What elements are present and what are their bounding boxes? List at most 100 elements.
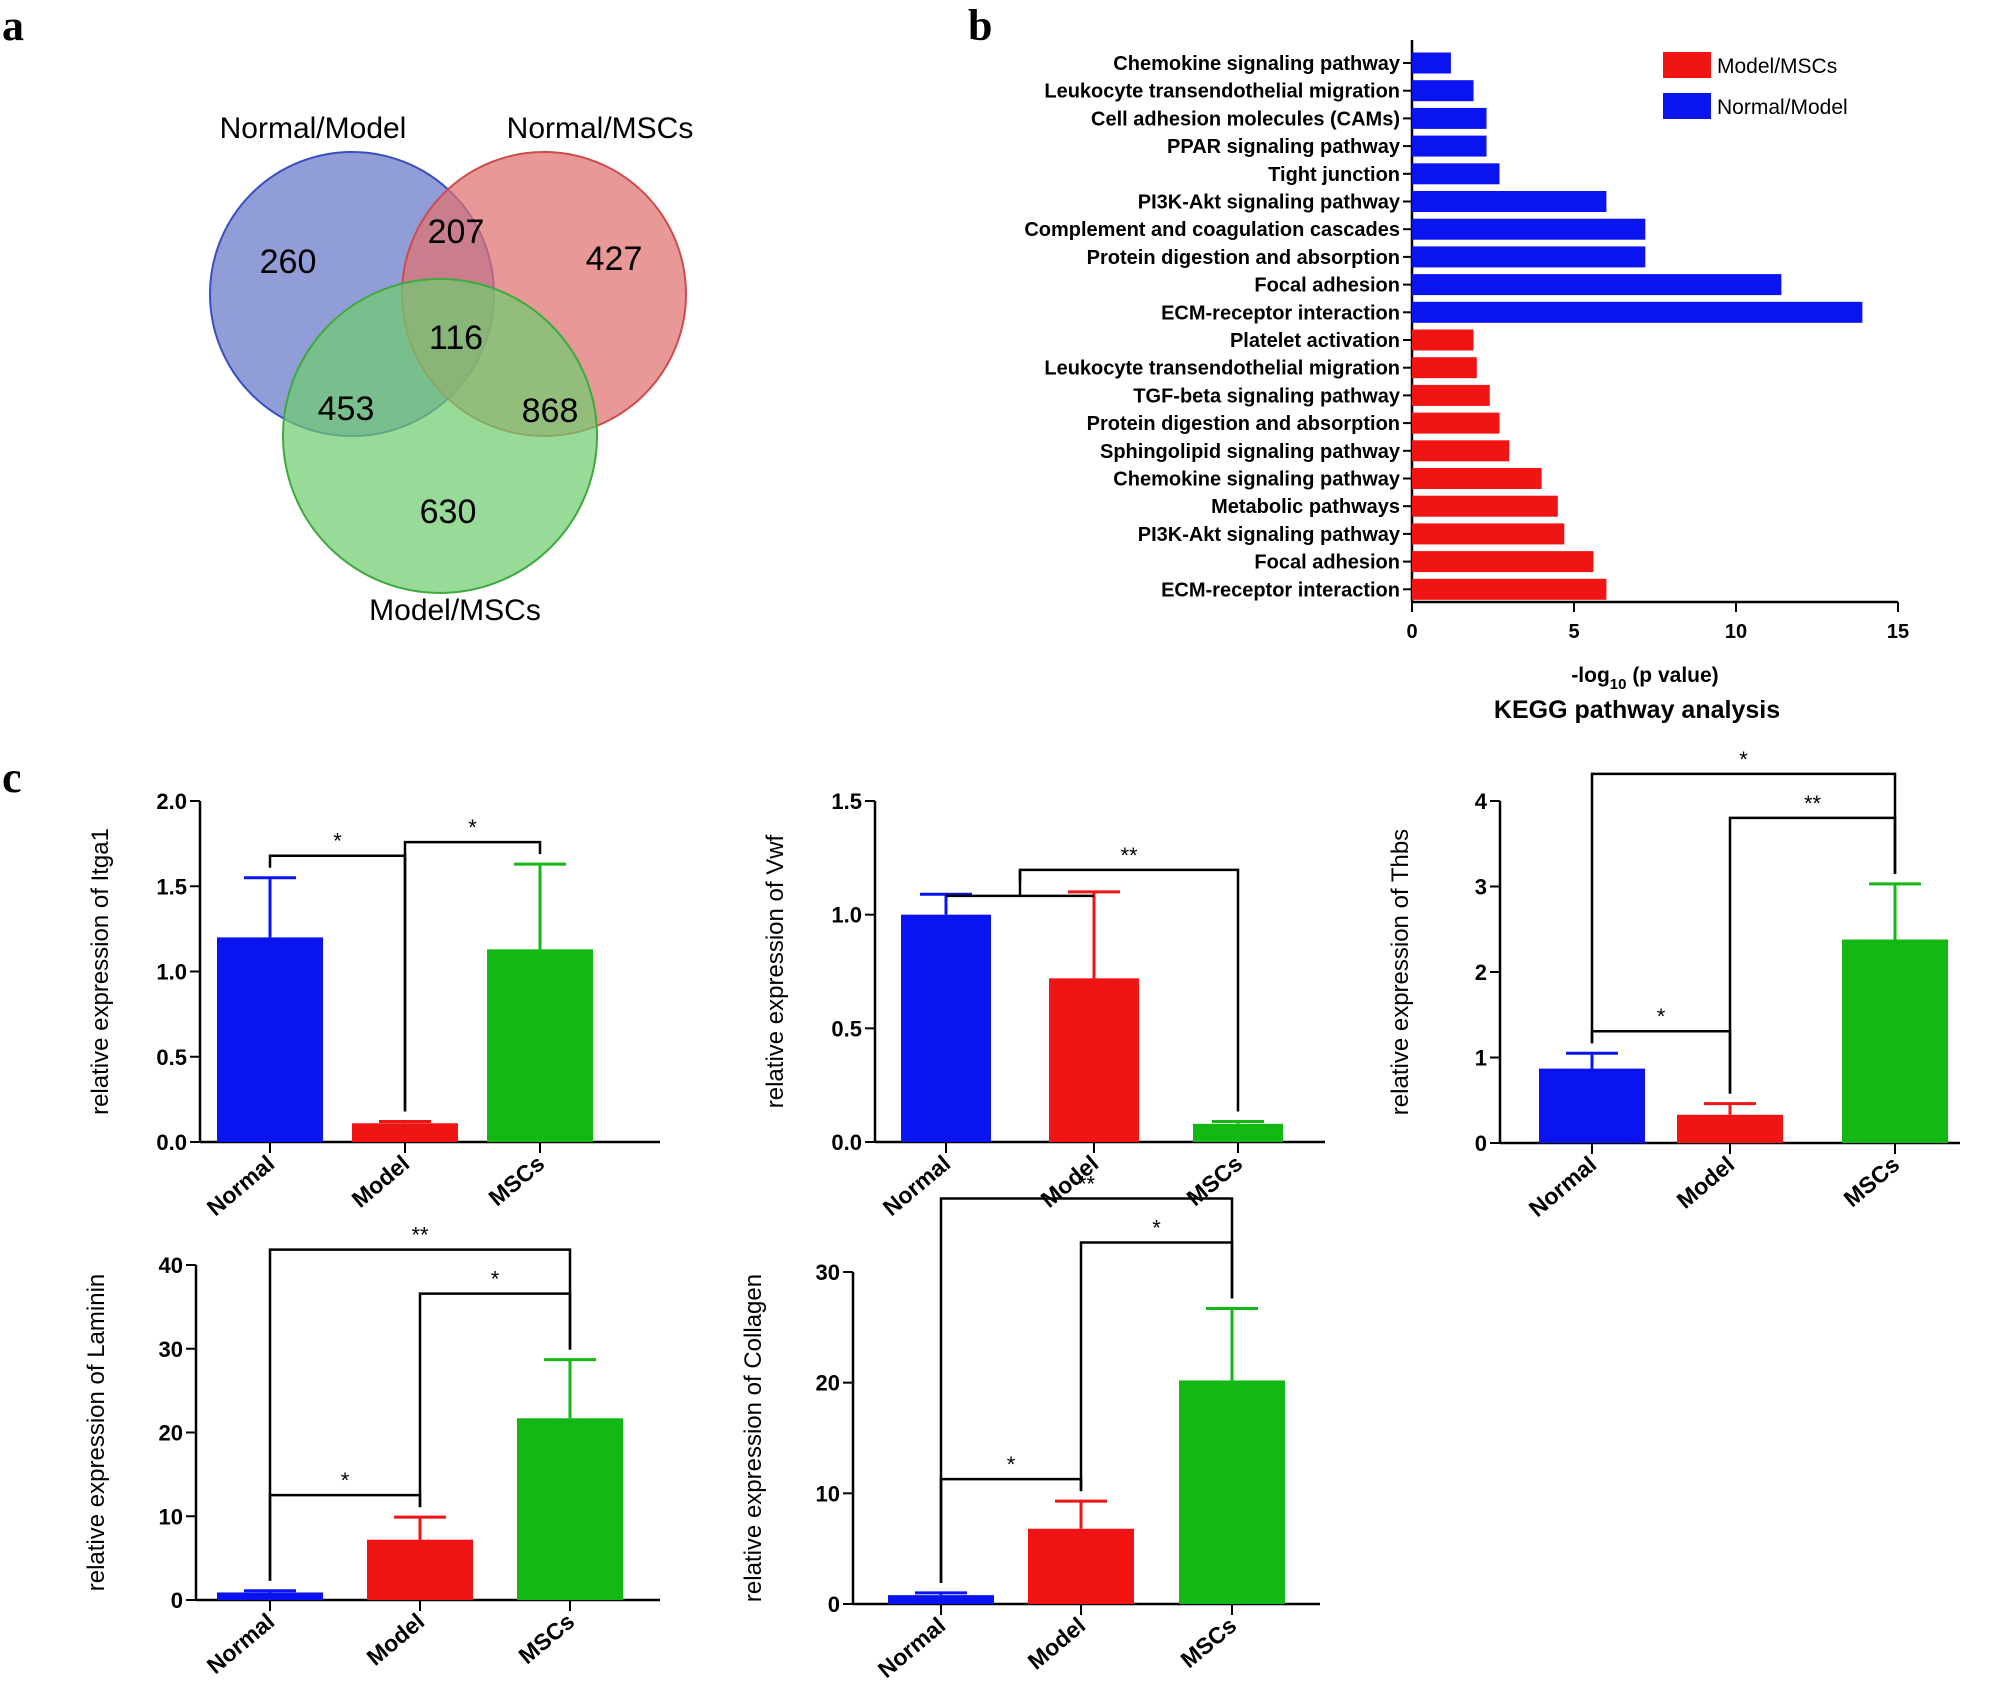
kegg-bar-platelet-activation — [1412, 329, 1474, 351]
itga1-significance-bracket — [403, 840, 542, 1112]
laminin-x-label-model: Model — [362, 1608, 430, 1671]
kegg-x-tick-label: 5 — [1568, 621, 1579, 643]
kegg-bar-cell-adhesion-molecules-cams — [1412, 107, 1487, 129]
itga1-x-label-model: Model — [347, 1150, 415, 1213]
kegg-legend-label-normal-model: Normal/Model — [1717, 96, 1848, 119]
kegg-category-label: PI3K-Akt signaling pathway — [1138, 524, 1401, 546]
collagen-bar-normal — [888, 1595, 994, 1604]
vwf-y-tick-label: 1.0 — [831, 903, 862, 928]
thbs-x-label-model: Model — [1672, 1151, 1740, 1214]
kegg-legend-label-model-mscs: Model/MSCs — [1717, 55, 1837, 78]
venn-count-all-three: 116 — [429, 319, 483, 357]
collagen-y-tick-label: 0 — [828, 1592, 840, 1617]
panel-label-a: a — [2, 1, 24, 50]
thbs-y-tick-label: 3 — [1475, 875, 1487, 900]
collagen-y-tick-label: 20 — [816, 1371, 840, 1396]
venn-count-normal-mscs-and-model-mscs: 868 — [522, 392, 579, 430]
kegg-category-label: Cell adhesion molecules (CAMs) — [1091, 108, 1400, 130]
collagen-bar-mscs — [1179, 1380, 1285, 1604]
kegg-bar-chart: Chemokine signaling pathway Leukocyte tra… — [1024, 40, 1909, 724]
kegg-bar-sphingolipid-signaling-pathway — [1412, 440, 1510, 462]
vwf-significance-label: ** — [1120, 843, 1138, 868]
kegg-bar-focal-adhesion — [1412, 551, 1594, 573]
kegg-category-label: PI3K-Akt signaling pathway — [1138, 192, 1401, 214]
vwf-y-tick-label: 0.5 — [831, 1016, 862, 1041]
thbs-bar-normal — [1539, 1068, 1645, 1143]
kegg-x-tick-label: 10 — [1725, 621, 1747, 643]
kegg-category-label: Tight junction — [1268, 164, 1400, 186]
kegg-bar-focal-adhesion — [1412, 274, 1782, 296]
kegg-bar-tgf-beta-signaling-pathway — [1412, 384, 1490, 406]
kegg-chart-title: KEGG pathway analysis — [1494, 696, 1780, 724]
venn-diagram: Normal/Model Normal/MSCs Model/MSCs 260 … — [209, 112, 694, 627]
panel-label-c: c — [2, 753, 22, 802]
itga1-x-label-normal: Normal — [202, 1150, 279, 1221]
itga1-x-label-mscs: MSCs — [484, 1150, 550, 1211]
thbs-significance-label: ** — [1804, 791, 1822, 816]
laminin-y-tick-label: 0 — [171, 1588, 183, 1613]
kegg-category-label: ECM-receptor interaction — [1161, 302, 1400, 324]
kegg-bar-chemokine-signaling-pathway — [1412, 52, 1451, 74]
vwf-bar-model — [1049, 978, 1139, 1142]
kegg-legend-swatch-model-mscs — [1663, 52, 1711, 78]
thbs-y-tick-label: 2 — [1475, 960, 1487, 985]
kegg-bar-metabolic-pathways — [1412, 495, 1558, 517]
collagen-significance-label: * — [1152, 1216, 1161, 1241]
venn-circle-model-mscs — [282, 278, 598, 594]
kegg-x-tick-label: 0 — [1406, 621, 1417, 643]
vwf-bar-chart: 0.0 0.5 1.0 1.5 relative expression of Vwf No… — [762, 789, 1325, 1221]
laminin-y-axis-label: relative expression of Laminin — [83, 1274, 110, 1592]
thbs-y-tick-label: 1 — [1475, 1046, 1487, 1071]
kegg-category-label: Focal adhesion — [1254, 552, 1400, 574]
kegg-bar-leukocyte-transendothelial-migration — [1412, 80, 1474, 102]
itga1-bar-model — [352, 1123, 458, 1142]
vwf-bar-mscs — [1193, 1123, 1283, 1142]
thbs-bar-model — [1677, 1114, 1783, 1143]
laminin-y-tick-label: 20 — [159, 1421, 183, 1446]
vwf-x-label-normal: Normal — [878, 1150, 955, 1221]
collagen-bar-chart: 0 10 20 30 relative expression of Collagen No… — [740, 1172, 1320, 1683]
thbs-bar-mscs — [1842, 939, 1948, 1143]
thbs-y-tick-label: 4 — [1475, 789, 1488, 814]
kegg-category-label: Protein digestion and absorption — [1087, 247, 1400, 269]
laminin-y-tick-label: 40 — [159, 1253, 183, 1278]
laminin-bar-model — [367, 1539, 473, 1600]
vwf-x-label-mscs: MSCs — [1182, 1150, 1248, 1211]
laminin-significance-label: ** — [411, 1223, 429, 1248]
itga1-bar-chart: 0.0 0.5 1.0 1.5 2.0 relative expression of It… — [87, 789, 660, 1221]
kegg-bar-leukocyte-transendothelial-migration — [1412, 357, 1477, 379]
thbs-significance-bracket — [1590, 772, 1897, 1044]
venn-count-normal-model-and-normal-mscs: 207 — [428, 213, 485, 251]
kegg-category-label: Sphingolipid signaling pathway — [1100, 441, 1401, 463]
collagen-y-axis-label: relative expression of Collagen — [740, 1274, 767, 1602]
laminin-bar-mscs — [517, 1418, 623, 1600]
kegg-category-label: ECM-receptor interaction — [1161, 579, 1400, 601]
kegg-legend-swatch-normal-model — [1663, 93, 1711, 119]
collagen-x-label-mscs: MSCs — [1176, 1612, 1242, 1673]
venn-set-label-normal-mscs: Normal/MSCs — [507, 112, 694, 145]
thbs-y-tick-label: 0 — [1475, 1131, 1487, 1156]
itga1-y-axis-label: relative expression of Itga1 — [87, 828, 114, 1115]
thbs-bar-chart: 0 1 2 3 4 relative expression of Thbs Normal Mo… — [1387, 747, 1960, 1222]
collagen-x-label-normal: Normal — [873, 1612, 950, 1683]
itga1-significance-label: * — [468, 815, 477, 840]
kegg-bar-pi3k-akt-signaling-pathway — [1412, 191, 1607, 212]
venn-count-normal-model-and-model-mscs: 453 — [318, 390, 375, 428]
itga1-y-tick-label: 0.5 — [156, 1045, 187, 1070]
itga1-bar-normal — [217, 937, 323, 1142]
kegg-category-label: Chemokine signaling pathway — [1113, 53, 1401, 75]
laminin-y-tick-label: 10 — [159, 1504, 183, 1529]
itga1-y-tick-label: 1.5 — [156, 874, 187, 899]
kegg-bar-ppar-signaling-pathway — [1412, 135, 1487, 157]
laminin-bar-normal — [217, 1592, 323, 1600]
laminin-significance-label: * — [491, 1267, 500, 1292]
collagen-significance-label: ** — [1078, 1172, 1096, 1197]
collagen-bar-model — [1028, 1528, 1134, 1604]
kegg-bar-protein-digestion-and-absorption — [1412, 246, 1646, 268]
laminin-x-label-normal: Normal — [202, 1608, 279, 1679]
thbs-y-axis-label: relative expression of Thbs — [1387, 829, 1414, 1115]
laminin-significance-bracket — [268, 1248, 572, 1581]
itga1-y-tick-label: 0.0 — [156, 1130, 187, 1155]
itga1-y-tick-label: 2.0 — [156, 789, 187, 814]
kegg-bar-tight-junction — [1412, 163, 1500, 185]
